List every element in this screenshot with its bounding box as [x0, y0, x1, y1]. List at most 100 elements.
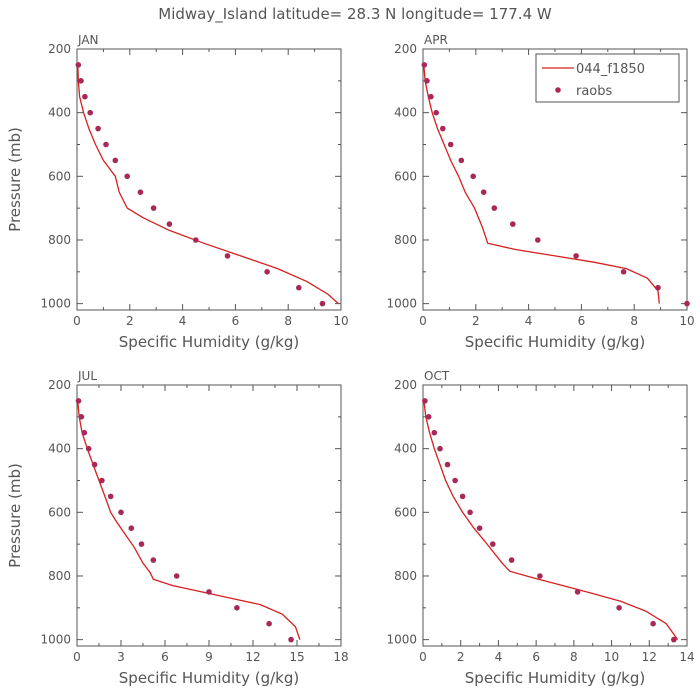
raobs-point — [112, 157, 119, 164]
x-tick-label: 0 — [73, 650, 81, 664]
raobs-point — [91, 461, 98, 468]
raobs-point — [447, 141, 454, 148]
raobs-point — [95, 125, 101, 132]
raobs-point — [480, 189, 487, 195]
raobs-point — [319, 300, 326, 307]
raobs-point — [437, 445, 443, 452]
raobs-point — [264, 269, 270, 275]
raobs-point — [87, 109, 93, 116]
raobs-point — [425, 414, 432, 420]
raobs-point — [193, 237, 199, 243]
x-tick-label: 3 — [117, 650, 125, 664]
x-tick-label: 2 — [457, 650, 465, 664]
x-tick-label: 6 — [532, 650, 540, 664]
x-tick-label: 15 — [289, 650, 304, 664]
legend-obs-label: raobs — [576, 84, 613, 99]
raobs-point — [118, 509, 124, 516]
raobs-point — [103, 141, 109, 148]
x-axis-label: Specific Humidity (g/kg) — [465, 333, 645, 351]
raobs-point — [458, 157, 465, 164]
x-tick-label: 12 — [642, 650, 657, 664]
y-tick-label: 1000 — [386, 633, 417, 647]
plot-frame — [422, 384, 688, 647]
x-tick-label: 8 — [630, 314, 638, 328]
raobs-point — [459, 493, 466, 500]
raobs-point — [655, 284, 661, 291]
raobs-point — [537, 573, 543, 579]
raobs-point — [173, 573, 180, 579]
x-tick-label: 8 — [570, 650, 578, 664]
x-tick-label: 9 — [205, 650, 213, 664]
y-tick-label: 200 — [48, 42, 71, 56]
y-tick-label: 600 — [48, 169, 71, 183]
y-tick-label: 1000 — [386, 297, 417, 311]
panel-apr: 0 2 4 6 8 10 200 400 600 800 1000 APR Specific Humid… — [386, 33, 694, 351]
x-tick-label: 4 — [495, 650, 503, 664]
y-tick-label: 600 — [48, 505, 71, 519]
legend-box — [535, 53, 680, 103]
raobs-point — [573, 253, 579, 259]
x-tick-label: 0 — [73, 314, 81, 328]
y-tick-label: 1000 — [40, 297, 71, 311]
raobs-point — [82, 93, 88, 100]
x-axis-label: Specific Humidity (g/kg) — [119, 669, 299, 687]
raobs-point — [650, 620, 656, 627]
raobs-point — [288, 636, 294, 643]
raobs-point — [78, 78, 84, 84]
x-tick-label: 6 — [161, 650, 169, 664]
y-tick-label: 800 — [394, 233, 417, 247]
raobs-point — [424, 78, 430, 84]
raobs-point — [206, 589, 212, 595]
plot-frame — [76, 384, 342, 647]
x-axis-label: Specific Humidity (g/kg) — [465, 669, 645, 687]
y-tick-label: 1000 — [40, 633, 71, 647]
raobs-point — [470, 173, 477, 180]
x-tick-label: 6 — [232, 314, 240, 328]
y-tick-label: 600 — [394, 505, 417, 519]
y-tick-label: 400 — [48, 106, 71, 120]
raobs-point — [510, 221, 516, 227]
raobs-point — [124, 173, 130, 180]
y-tick-label: 800 — [48, 569, 71, 583]
legend-model-label: 044_f1850 — [576, 62, 645, 77]
raobs-point — [421, 62, 428, 68]
panel-oct: 0 2 4 6 8 10 12 14 200 400 600 800 1000 OCT Specific H… — [386, 369, 694, 687]
raobs-point — [138, 541, 145, 547]
raobs-point — [616, 605, 622, 611]
y-tick-label: 800 — [48, 233, 71, 247]
raobs-point — [508, 557, 515, 563]
y-axis-label: Pressure (mb) — [6, 127, 24, 232]
raobs-point — [99, 477, 105, 484]
panel-jul: 0 3 6 9 12 15 18 200 400 600 800 1000 JUL Specific Hu… — [6, 369, 349, 687]
raobs-point — [81, 429, 88, 436]
raobs-point — [428, 93, 434, 100]
panel-jan: 0 2 4 6 8 10 200 400 600 800 1000 JAN Specific Humid… — [6, 33, 349, 351]
y-tick-label: 600 — [394, 169, 417, 183]
series-line-044-f1850 — [77, 64, 339, 305]
x-tick-label: 2 — [126, 314, 134, 328]
raobs-point — [85, 445, 92, 452]
series-line-044-f1850 — [423, 400, 679, 640]
y-tick-label: 400 — [394, 106, 417, 120]
legend-dot-swatch — [555, 87, 561, 93]
figure-title: Midway_Island latitude= 28.3 N longitude… — [158, 5, 552, 24]
raobs-point — [440, 125, 446, 132]
raobs-point — [75, 398, 82, 404]
x-tick-label: 4 — [179, 314, 187, 328]
x-tick-label: 0 — [419, 650, 427, 664]
raobs-point — [166, 221, 173, 227]
y-tick-label: 200 — [48, 378, 71, 392]
raobs-point — [491, 205, 498, 211]
raobs-point — [150, 205, 157, 211]
raobs-point — [476, 525, 483, 531]
raobs-point — [620, 269, 627, 275]
raobs-point — [422, 398, 428, 404]
raobs-point — [444, 461, 451, 468]
x-tick-label: 14 — [679, 650, 694, 664]
panel-label: JUL — [77, 369, 97, 383]
raobs-point — [234, 605, 240, 611]
x-axis-label: Specific Humidity (g/kg) — [119, 333, 299, 351]
